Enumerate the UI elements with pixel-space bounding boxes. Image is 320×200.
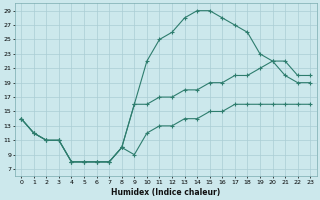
X-axis label: Humidex (Indice chaleur): Humidex (Indice chaleur)	[111, 188, 220, 197]
